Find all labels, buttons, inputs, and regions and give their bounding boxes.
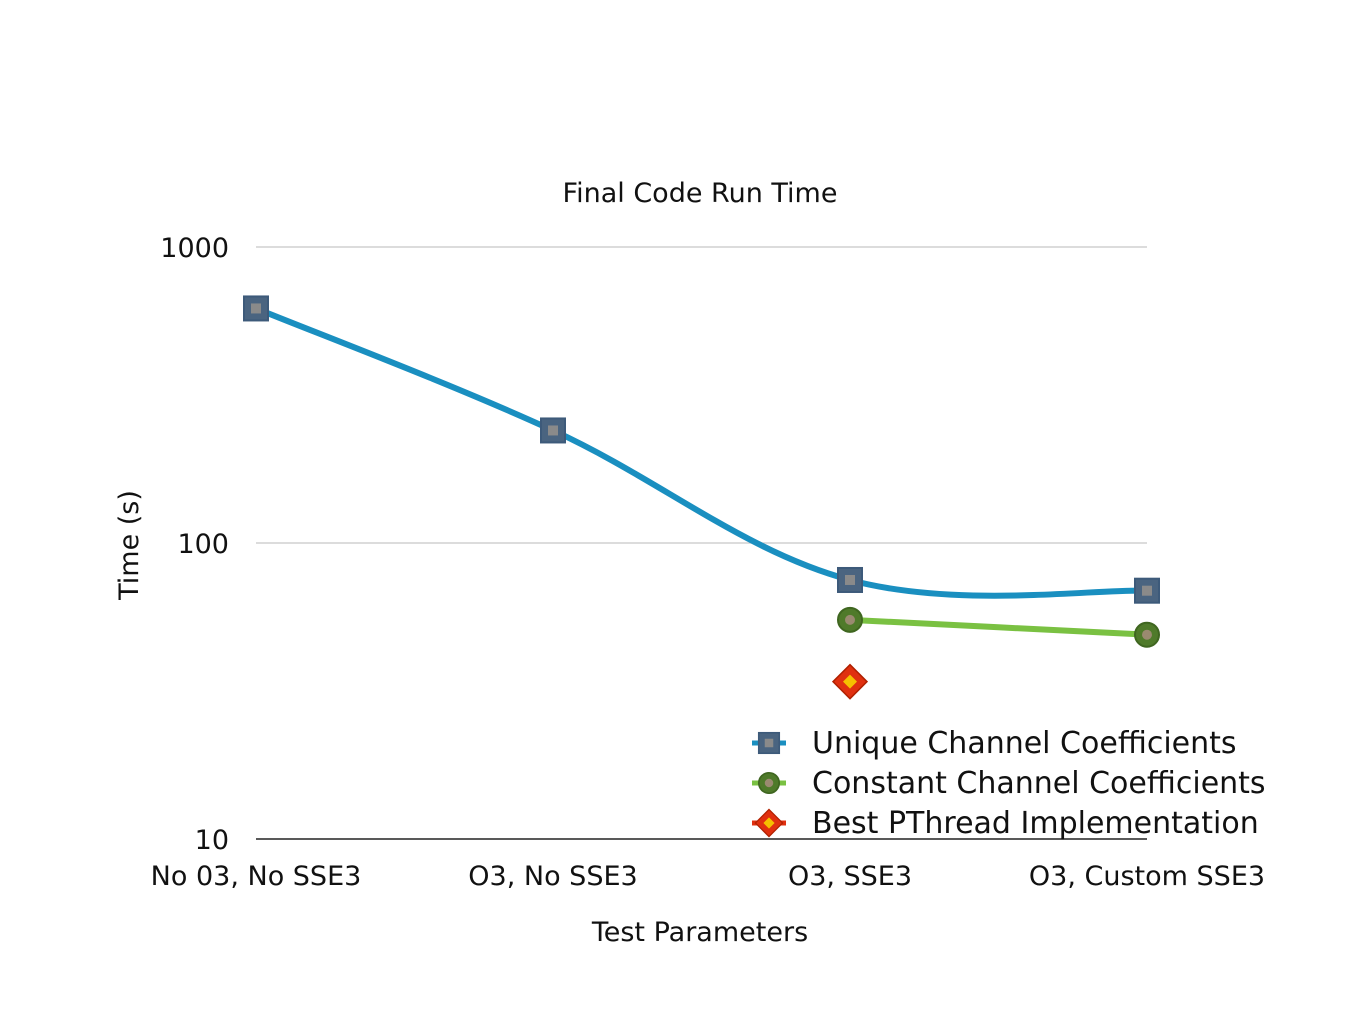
legend-label: Unique Channel Coefficients bbox=[812, 726, 1237, 761]
x-axis-label: Test Parameters bbox=[591, 917, 808, 948]
data-point-center bbox=[845, 574, 855, 585]
x-tick-label: O3, No SSE3 bbox=[468, 861, 637, 892]
data-point-center bbox=[843, 674, 857, 689]
data-point-center bbox=[845, 614, 855, 625]
legend-marker bbox=[754, 808, 784, 838]
legend-item: Unique Channel Coefficients bbox=[752, 726, 1237, 761]
chart-title: Final Code Run Time bbox=[563, 178, 838, 209]
legend-item: Constant Channel Coefficients bbox=[752, 766, 1266, 801]
y-tick-label: 100 bbox=[177, 529, 229, 560]
x-tick-label: O3, Custom SSE3 bbox=[1029, 861, 1265, 892]
y-axis-ticks: 10 100 1000 bbox=[160, 233, 229, 856]
legend-label: Best PThread Implementation bbox=[812, 806, 1259, 841]
legend: Unique Channel Coefficients Constant Chan… bbox=[752, 726, 1266, 841]
series-layer bbox=[243, 295, 1160, 700]
x-axis-ticks: No 03, No SSE3 O3, No SSE3 O3, SSE3 O3, Cus… bbox=[151, 861, 1265, 892]
data-point-center bbox=[1142, 585, 1152, 596]
x-tick-label: No 03, No SSE3 bbox=[151, 861, 362, 892]
series-1 bbox=[243, 295, 1160, 604]
legend-marker bbox=[757, 771, 781, 795]
data-point-center bbox=[251, 303, 261, 314]
data-point-center bbox=[1142, 629, 1152, 640]
legend-label: Constant Channel Coefficients bbox=[812, 766, 1266, 801]
gridlines bbox=[256, 246, 1147, 840]
x-tick-label: O3, SSE3 bbox=[788, 861, 912, 892]
y-tick-label: 1000 bbox=[160, 233, 229, 264]
y-axis-label: Time (s) bbox=[114, 490, 145, 601]
series-2 bbox=[837, 606, 1160, 648]
legend-marker bbox=[757, 731, 781, 755]
y-tick-label: 10 bbox=[195, 825, 229, 856]
data-point-center bbox=[548, 425, 558, 436]
legend-item: Best PThread Implementation bbox=[752, 806, 1259, 841]
series-3 bbox=[831, 663, 869, 700]
legend-symbol-center bbox=[764, 738, 774, 748]
series-line bbox=[847, 616, 1150, 638]
legend-symbol-center bbox=[764, 778, 774, 788]
series-line bbox=[253, 305, 1150, 599]
